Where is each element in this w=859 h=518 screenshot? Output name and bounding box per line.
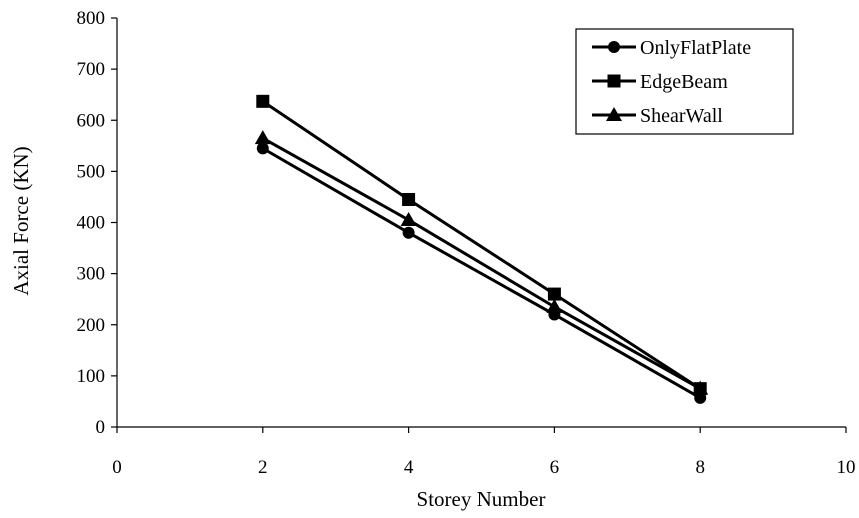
y-tick-label: 600 [77, 110, 106, 131]
data-point [547, 287, 561, 301]
x-tick-label: 8 [695, 457, 705, 478]
legend-label: ShearWall [640, 105, 723, 127]
y-tick-label: 400 [77, 213, 106, 234]
x-axis-title: Storey Number [417, 487, 546, 511]
y-tick-label: 0 [96, 417, 106, 438]
data-point [256, 142, 269, 155]
y-tick-label: 500 [77, 161, 106, 182]
x-tick-label: 2 [258, 457, 268, 478]
x-tick-label: 0 [112, 457, 122, 478]
data-point [254, 130, 271, 145]
legend-marker [606, 107, 622, 121]
y-axis: 0 100 200 300 400 500 600 700 800 [77, 8, 117, 438]
series-EdgeBeam [256, 94, 707, 396]
legend-label: OnlyFlatPlate [640, 37, 751, 59]
y-axis-title: Axial Force (KN) [9, 146, 33, 295]
data-point [256, 94, 270, 108]
legend-item: OnlyFlatPlate [592, 37, 751, 59]
x-tick-label: 4 [404, 457, 414, 478]
y-tick-label: 800 [77, 8, 106, 29]
legend-label: EdgeBeam [640, 71, 728, 93]
legend-marker [607, 74, 621, 88]
x-axis: 0 2 4 6 8 10 [112, 427, 856, 478]
y-tick-label: 300 [77, 264, 106, 285]
series-OnlyFlatPlate [256, 142, 707, 404]
legend: OnlyFlatPlate EdgeBeam ShearWall [575, 28, 794, 135]
series-line [262, 147, 701, 400]
x-tick-label: 6 [550, 457, 560, 478]
x-tick-label: 10 [837, 457, 856, 478]
data-point [692, 380, 709, 395]
data-point [546, 298, 563, 313]
series-layer [254, 94, 709, 404]
series-line [262, 136, 701, 390]
legend-item: EdgeBeam [592, 71, 728, 93]
series-line [261, 100, 702, 390]
legend-marker [608, 41, 620, 53]
data-point [402, 192, 416, 206]
data-point [400, 211, 417, 226]
data-point [402, 226, 415, 239]
y-tick-label: 200 [77, 315, 106, 336]
y-tick-label: 700 [77, 59, 106, 80]
series-ShearWall [254, 130, 709, 395]
legend-item: ShearWall [592, 105, 723, 127]
y-tick-label: 100 [77, 366, 106, 387]
